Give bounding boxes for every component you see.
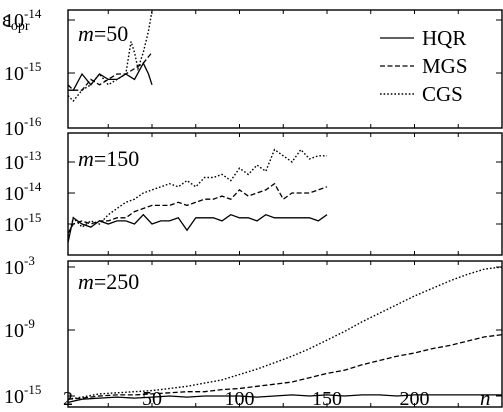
x-axis-label: n — [480, 386, 491, 410]
panel-frame-m50 — [67, 9, 503, 129]
series-line-hqr-m150 — [67, 213, 328, 243]
legend-label-hqr: HQR — [422, 26, 466, 50]
panel-label-m150: m=150 — [78, 146, 139, 171]
y-tick-label-2-2: 10-3 — [4, 253, 35, 279]
legend-label-cgs: CGS — [422, 82, 463, 106]
series-line-hqr-m250 — [67, 394, 502, 404]
series-line-mgs-m50 — [67, 51, 153, 91]
legend-label-mgs: MGS — [422, 54, 468, 78]
y-tick-label-1-0: 10-15 — [4, 210, 41, 236]
y-axis-label-subscript: opr — [11, 19, 30, 34]
y-tick-label-1-1: 10-14 — [4, 179, 42, 205]
series-line-cgs-m150 — [67, 148, 327, 240]
x-tick-label-150: 150 — [312, 388, 342, 410]
panel-label-m250: m=250 — [78, 269, 139, 294]
series-line-cgs-m50 — [67, 10, 153, 103]
x-tick-label-2: 2 — [63, 388, 73, 410]
series-line-mgs-m250 — [67, 334, 503, 400]
y-axis-label: εopr — [2, 7, 30, 34]
series-line-hqr-m50 — [68, 61, 153, 91]
panel-frame-m250 — [67, 260, 503, 408]
y-tick-label-2-1: 10-9 — [4, 316, 35, 342]
series-line-cgs-m250 — [67, 266, 503, 400]
legend: HQR MGS CGS — [380, 26, 468, 106]
x-tick-label-100: 100 — [225, 388, 255, 410]
y-tick-label-0-0: 10-16 — [4, 114, 42, 140]
x-tick-label-50: 50 — [142, 388, 162, 410]
chart-marks: 10-16 10-15 10-14 10-15 10-14 10-13 10-15 10-9 1… — [4, 6, 503, 410]
panel-frame-m150 — [67, 132, 503, 256]
y-tick-label-0-2: 10-14 — [4, 6, 42, 32]
y-tick-label-2-0: 10-15 — [4, 382, 41, 408]
panel-label-m50: m=50 — [78, 21, 128, 46]
series-line-mgs-m150 — [67, 182, 328, 234]
x-tick-label-200: 200 — [400, 388, 430, 410]
y-tick-label-1-2: 10-13 — [4, 148, 41, 174]
y-tick-label-0-1: 10-15 — [4, 59, 41, 85]
